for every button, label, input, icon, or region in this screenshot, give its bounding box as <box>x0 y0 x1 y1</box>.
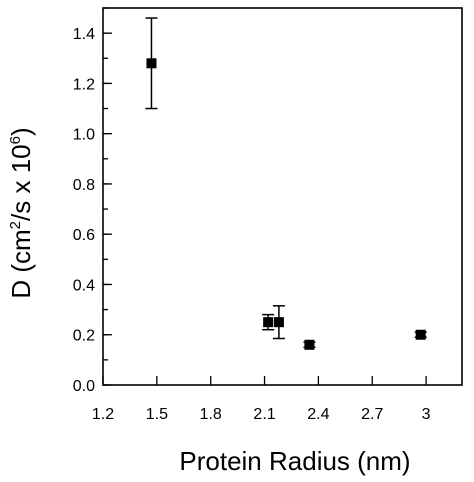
y-tick-label: 0.8 <box>73 177 95 194</box>
data-point <box>304 339 315 350</box>
x-tick-label: 1.8 <box>200 406 222 423</box>
plot-frame <box>102 7 463 386</box>
x-axis-title: Protein Radius (nm) <box>179 446 410 476</box>
y-axis-title-suffix: ) <box>6 127 36 136</box>
y-tick-label: 1.2 <box>73 76 95 93</box>
y-tick-label: 0.6 <box>73 227 95 244</box>
y-axis-title-superscript-2: 6 <box>7 136 24 144</box>
y-tick-label: 0.2 <box>73 328 95 345</box>
y-tick-label: 0.0 <box>73 378 95 395</box>
x-tick-label: 1.2 <box>92 406 114 423</box>
x-tick-label: 2.4 <box>307 406 329 423</box>
x-tick-label: 2.1 <box>253 406 275 423</box>
y-axis-title-prefix: D (cm <box>6 229 36 298</box>
data-point <box>415 329 426 340</box>
y-tick-label: 1.0 <box>73 127 95 144</box>
y-tick-label: 1.4 <box>73 26 95 43</box>
x-tick-label: 2.7 <box>361 406 383 423</box>
y-axis-title: D (cm2/s x 106) <box>6 127 36 298</box>
data-point <box>263 317 274 328</box>
x-tick-label: 1.5 <box>146 406 168 423</box>
x-tick-label: 3 <box>422 406 431 423</box>
y-axis-title-superscript-1: 2 <box>7 221 24 229</box>
data-point <box>273 317 284 328</box>
y-tick-label: 0.4 <box>73 277 95 294</box>
data-point <box>146 58 157 69</box>
plot-area: 0.0 0.2 0.4 0.6 0.8 1.0 1.2 1.4 1.2 1.5 1.8 2.1 2.4 2… <box>73 7 463 423</box>
y-axis-title-middle: /s x 10 <box>6 144 36 221</box>
